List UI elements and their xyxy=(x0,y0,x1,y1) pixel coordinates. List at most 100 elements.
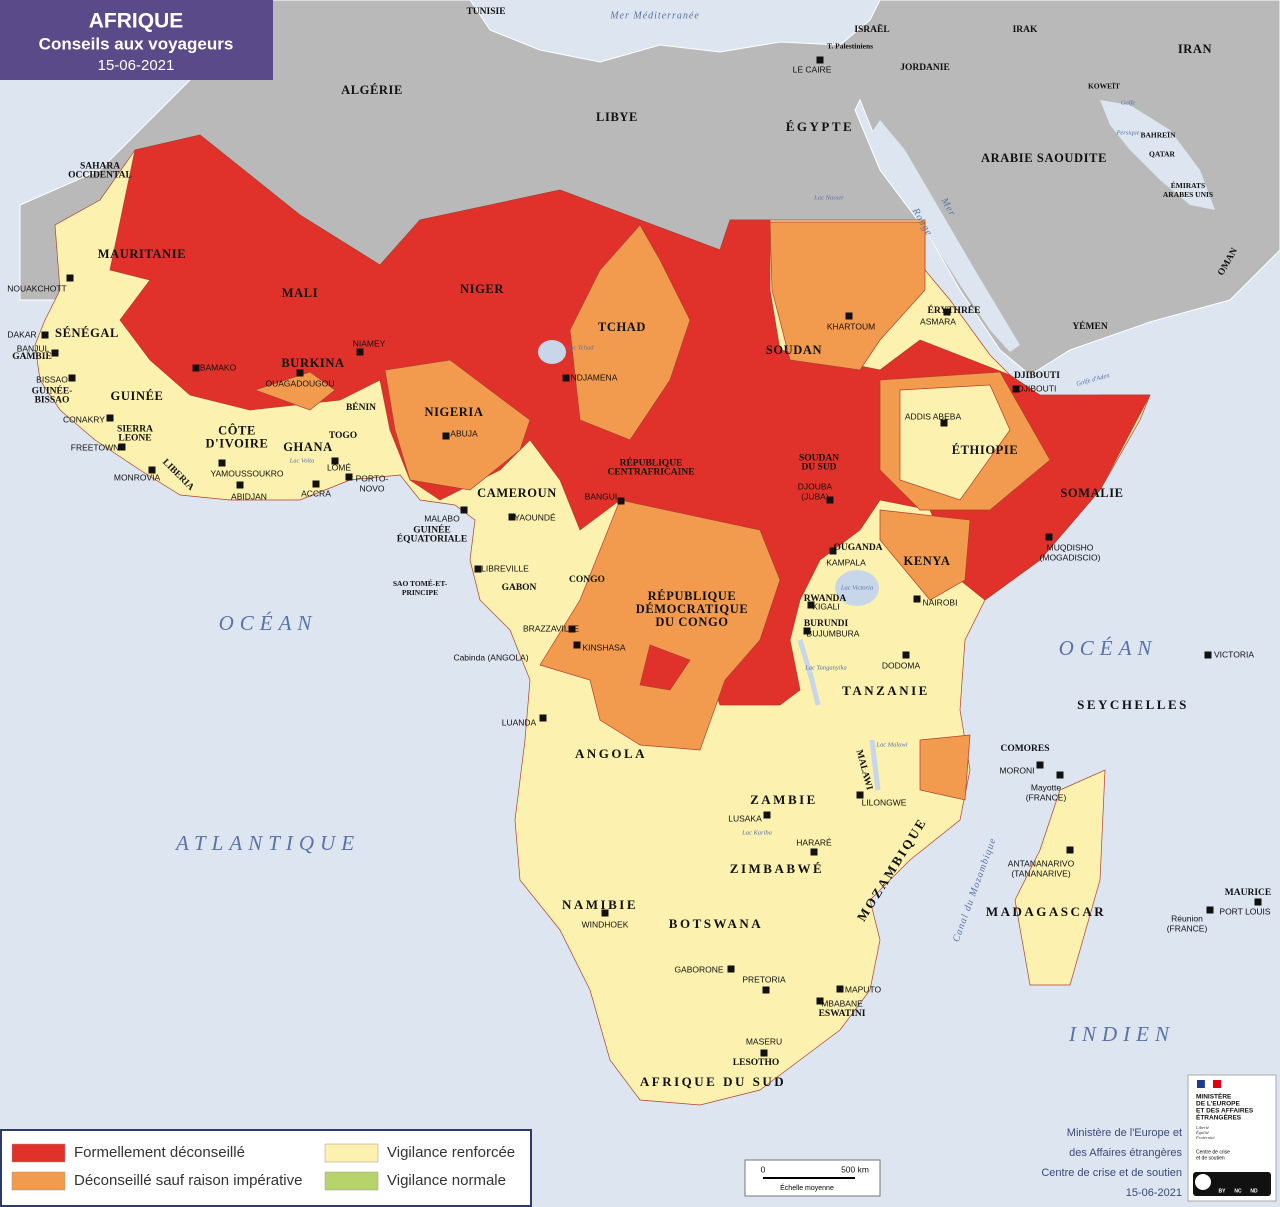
country-label: ESWATINI xyxy=(819,1009,866,1019)
capital-marker xyxy=(1066,846,1074,854)
capital-marker xyxy=(41,331,49,339)
capital-label: ANTANANARIVO xyxy=(1008,858,1075,868)
water-label: Lac Nasser xyxy=(813,194,844,201)
capital-marker xyxy=(562,374,570,382)
capital-label: Mayotte xyxy=(1031,782,1062,792)
license-label: ND xyxy=(1250,1188,1258,1194)
cc-icon xyxy=(1195,1174,1211,1190)
capital-marker xyxy=(762,986,770,994)
capital-marker xyxy=(356,348,364,356)
capital-marker xyxy=(803,627,811,635)
capital-marker xyxy=(218,459,226,467)
country-label: LIBYE xyxy=(596,110,638,124)
lake xyxy=(869,739,881,791)
country-label: GUINÉE- xyxy=(32,385,73,397)
capital-label: MAPUTO xyxy=(845,984,882,994)
country-label: T. Palestiniens xyxy=(827,42,873,51)
country-label: BOTSWANA xyxy=(669,916,763,931)
capital-marker xyxy=(192,364,200,372)
country-label: PRINCIPE xyxy=(402,588,438,597)
country-label: ALGÉRIE xyxy=(341,83,403,97)
capital-marker xyxy=(573,641,581,649)
zone-vigilance xyxy=(899,384,1011,501)
capital-label: HARARÉ xyxy=(796,837,832,847)
capital-label: MORONI xyxy=(1000,765,1035,775)
country-label: KOWEÏT xyxy=(1088,82,1120,91)
capital-label: LUSAKA xyxy=(728,813,762,823)
date: 15-06-2021 xyxy=(98,57,175,74)
capital-label: ACCRA xyxy=(301,488,331,498)
capital-label: MBABANE xyxy=(821,998,863,1008)
capital-label: FREETOWN xyxy=(71,442,119,452)
capital-label: DODOMA xyxy=(882,660,921,670)
zone-orange xyxy=(919,734,971,801)
capital-marker xyxy=(836,985,844,993)
country-label: IRAN xyxy=(1178,42,1212,56)
country-label: MADAGASCAR xyxy=(986,904,1106,919)
zone-orange xyxy=(253,371,336,411)
water-label: OCÉAN xyxy=(219,611,318,635)
country-label: SÉNÉGAL xyxy=(55,326,119,340)
capital-marker xyxy=(913,595,921,603)
capital-marker xyxy=(943,308,951,316)
scale-caption: Échelle moyenne xyxy=(780,1183,834,1192)
capital-marker xyxy=(331,457,339,465)
country-label: GHANA xyxy=(283,440,333,454)
water-label: OCÉAN xyxy=(1059,636,1158,660)
capital-label: KIGALI xyxy=(812,601,839,611)
capital-marker xyxy=(474,565,482,573)
country-label: ÉGYPTE xyxy=(786,119,854,134)
capital-label: NOUAKCHOTT xyxy=(7,283,67,293)
country-label: ARABIE SAOUDITE xyxy=(981,151,1107,165)
capital-marker xyxy=(508,513,516,521)
country-label: SIERRA xyxy=(117,425,153,435)
country-label: IRAK xyxy=(1013,25,1038,35)
capital-marker xyxy=(106,414,114,422)
country-label: DJIBOUTI xyxy=(1014,371,1060,381)
country-label: BÉNIN xyxy=(346,401,376,413)
license-label: NC xyxy=(1234,1188,1242,1194)
capital-marker xyxy=(826,496,834,504)
capital-marker xyxy=(236,481,244,489)
legend-swatch xyxy=(11,1143,66,1163)
zone-red xyxy=(639,644,691,691)
country-label: SOMALIE xyxy=(1060,486,1123,500)
capital-marker xyxy=(727,965,735,973)
capital-marker xyxy=(902,651,910,659)
capital-marker xyxy=(345,473,353,481)
country-label: NIGER xyxy=(460,282,504,296)
capital-marker xyxy=(807,601,815,609)
legend-swatch xyxy=(11,1171,66,1191)
capital-label: MONROVIA xyxy=(114,472,161,482)
water-label: Lac Tanganyika xyxy=(804,664,846,671)
water-label: Lac Malawi xyxy=(875,741,907,748)
capital-marker xyxy=(760,1049,768,1057)
capital-label: BANJUL xyxy=(17,343,50,353)
flag xyxy=(1213,1080,1221,1088)
legend-swatch xyxy=(324,1143,379,1163)
lake xyxy=(797,639,821,706)
capital-label: Réunion xyxy=(1171,913,1203,923)
flag xyxy=(1204,1079,1214,1089)
legend-box xyxy=(0,1129,532,1207)
country-label: BURKINA xyxy=(281,356,344,370)
country-label: SEYCHELLES xyxy=(1077,697,1189,712)
capital-marker xyxy=(940,419,948,427)
water-label: ATLANTIQUE xyxy=(174,831,360,855)
capital-label: YAOUNDÉ xyxy=(514,512,556,522)
capital-marker xyxy=(460,506,468,514)
capital-marker xyxy=(568,625,576,633)
capital-marker xyxy=(829,547,837,555)
credit-line: Centre de crise et de soutien xyxy=(1041,1167,1182,1179)
country-label: RÉPUBLIQUE xyxy=(648,589,737,603)
country-label: CAMEROUN xyxy=(477,486,557,500)
scale-end: 500 km xyxy=(841,1164,869,1174)
capital-label: KHARTOUM xyxy=(827,321,875,331)
capital-label: Cabinda (ANGOLA) xyxy=(453,652,528,662)
country-label: RÉPUBLIQUE xyxy=(620,457,683,469)
country-label: RWANDA xyxy=(804,594,847,604)
country-label: SOUDAN xyxy=(799,454,839,464)
capital-marker xyxy=(601,909,609,917)
country-label: CÔTE xyxy=(218,423,256,437)
